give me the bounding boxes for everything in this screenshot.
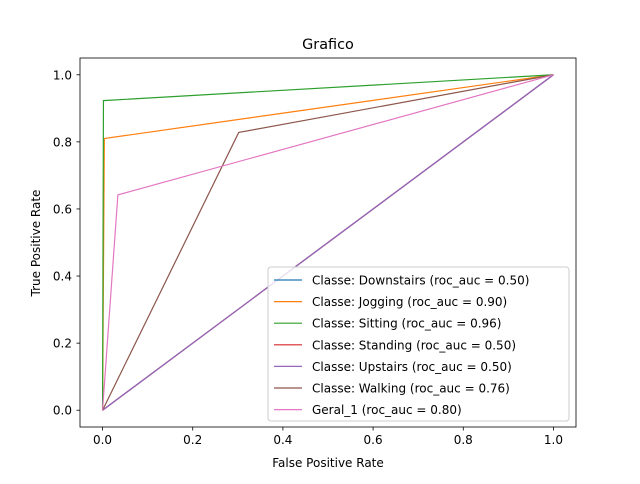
y-tick-label: 0.8 <box>53 135 72 149</box>
series-line-6 <box>101 74 554 411</box>
x-tick-label: 0.4 <box>273 433 292 447</box>
y-tick-label: 0.6 <box>53 202 72 216</box>
legend-label-5: Classe: Walking (roc_auc = 0.76) <box>312 382 510 396</box>
axes: 0.0 0.2 0.4 0.6 0.8 1.0 0.0 0.2 0.4 0.6 0.8 1.0 <box>53 57 577 447</box>
plot-area <box>101 74 554 411</box>
legend-box <box>267 266 570 422</box>
legend-label-4: Classe: Upstairs (roc_auc = 0.50) <box>312 360 512 374</box>
axes-frame <box>79 57 577 428</box>
legend-label-1: Classe: Jogging (roc_auc = 0.90) <box>312 295 507 309</box>
legend: Classe: Downstairs (roc_auc = 0.50) Class… <box>267 266 570 422</box>
series-line-4 <box>102 74 554 411</box>
y-tick-label: 0.4 <box>53 270 72 284</box>
series-line-2 <box>101 74 554 411</box>
x-tick-label: 0.6 <box>364 433 383 447</box>
y-tick-label: 0.0 <box>53 404 72 418</box>
y-axis-label: True Positive Rate <box>29 190 43 298</box>
legend-label-2: Classe: Sitting (roc_auc = 0.96) <box>312 317 501 331</box>
y-tick-label: 0.2 <box>53 337 72 351</box>
x-tick-label: 0.8 <box>454 433 473 447</box>
y-tick-label: 1.0 <box>53 68 72 82</box>
x-tick-label: 0.2 <box>183 433 202 447</box>
legend-label-6: Geral_1 (roc_auc = 0.80) <box>312 403 462 417</box>
chart-title: Grafico <box>302 37 354 53</box>
x-tick-label: 0.0 <box>93 433 112 447</box>
x-tick-label: 1.0 <box>544 433 563 447</box>
legend-label-3: Classe: Standing (roc_auc = 0.50) <box>312 338 516 352</box>
series-line-5 <box>102 74 554 411</box>
x-axis-label: False Positive Rate <box>272 456 384 470</box>
legend-label-0: Classe: Downstairs (roc_auc = 0.50) <box>312 274 529 288</box>
